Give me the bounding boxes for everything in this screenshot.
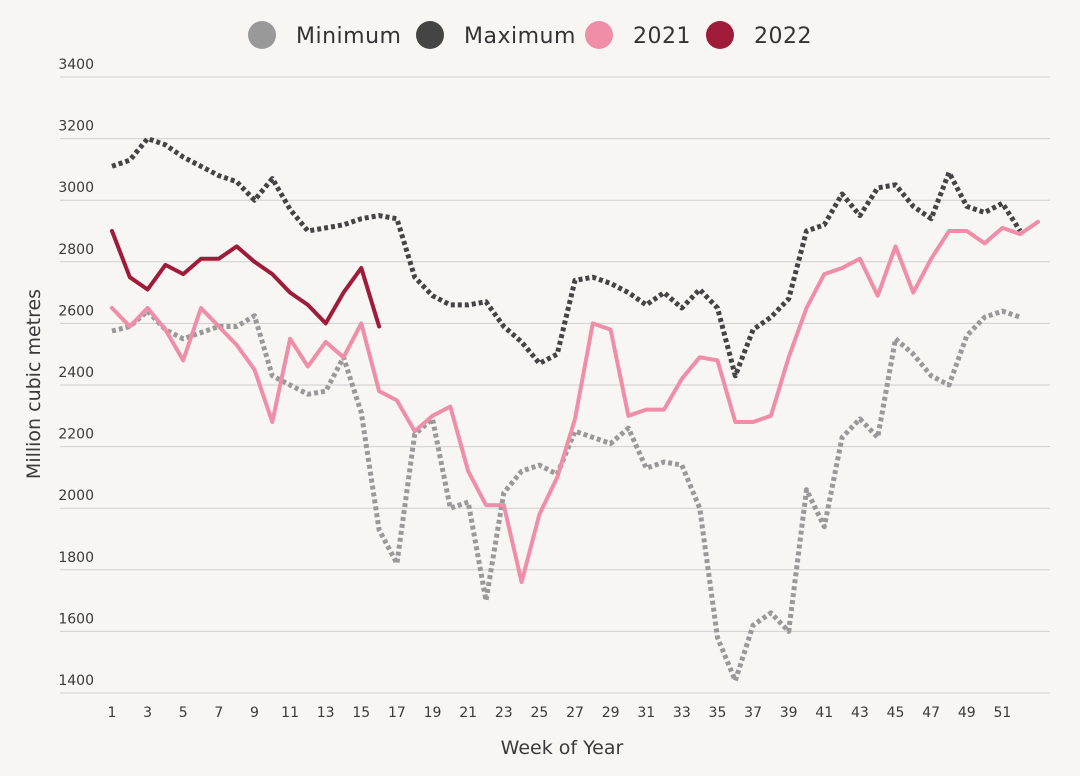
x-tick-label: 33 (673, 705, 691, 721)
legend: Minimum Maximum 2021 2022 (248, 21, 812, 49)
legend-marker-minimum (248, 21, 276, 49)
x-tick-label: 25 (530, 705, 548, 721)
x-tick-label: 27 (566, 705, 584, 721)
x-tick-label: 37 (744, 705, 762, 721)
legend-marker-2022 (706, 21, 734, 49)
x-tick-label: 13 (317, 705, 335, 721)
x-tick-label: 17 (388, 705, 406, 721)
y-axis-title: Million cubic metres (23, 289, 45, 479)
x-tick-label: 23 (495, 705, 513, 721)
series-line-2022 (110, 229, 382, 329)
legend-marker-maximum (416, 21, 444, 49)
legend-label-2021: 2021 (633, 24, 691, 49)
x-tick-label: 45 (887, 705, 905, 721)
y-tick-label: 2000 (58, 488, 94, 504)
y-tick-label: 1400 (58, 673, 94, 689)
legend-marker-2021 (585, 21, 613, 49)
x-axis-ticks: 1 3 5 7 9 11 13 15 17 19 21 23 25 27 29 31 33 35 37 39 41 43 4… (108, 705, 1012, 721)
x-tick-label: 43 (851, 705, 869, 721)
x-tick-label: 31 (637, 705, 655, 721)
legend-label-maximum: Maximum (464, 24, 576, 49)
x-tick-label: 9 (250, 705, 259, 721)
y-tick-label: 2400 (58, 365, 94, 381)
y-tick-label: 3200 (58, 119, 94, 135)
legend-label-minimum: Minimum (296, 24, 401, 49)
x-tick-label: 19 (424, 705, 442, 721)
x-tick-label: 35 (709, 705, 727, 721)
series-lines (110, 136, 1040, 684)
x-tick-label: 47 (922, 705, 940, 721)
x-tick-label: 7 (214, 705, 223, 721)
x-tick-label: 39 (780, 705, 798, 721)
y-tick-label: 2800 (58, 242, 94, 258)
series-line-maximum (111, 136, 1023, 379)
x-tick-label: 21 (459, 705, 477, 721)
x-tick-label: 1 (108, 705, 117, 721)
y-tick-label: 3400 (58, 57, 94, 73)
gridlines (60, 76, 1050, 694)
x-axis-title: Week of Year (501, 737, 624, 759)
y-tick-label: 3000 (58, 180, 94, 196)
y-tick-label: 2200 (58, 427, 94, 443)
x-tick-label: 41 (815, 705, 833, 721)
x-tick-label: 3 (143, 705, 152, 721)
x-tick-label: 15 (352, 705, 370, 721)
x-tick-label: 49 (958, 705, 976, 721)
x-tick-label: 51 (993, 705, 1011, 721)
y-tick-label: 1800 (58, 550, 94, 566)
x-tick-label: 5 (179, 705, 188, 721)
legend-label-2022: 2022 (754, 24, 812, 49)
x-tick-label: 29 (602, 705, 620, 721)
y-tick-label: 1600 (58, 611, 94, 627)
series-line-minimum (111, 308, 1022, 684)
series-line-2021 (110, 219, 1040, 585)
y-axis-ticks: 1400 1600 1800 2000 2200 2400 2600 2800 3000 3200… (58, 57, 94, 689)
y-tick-label: 2600 (58, 303, 94, 319)
x-tick-label: 11 (281, 705, 299, 721)
